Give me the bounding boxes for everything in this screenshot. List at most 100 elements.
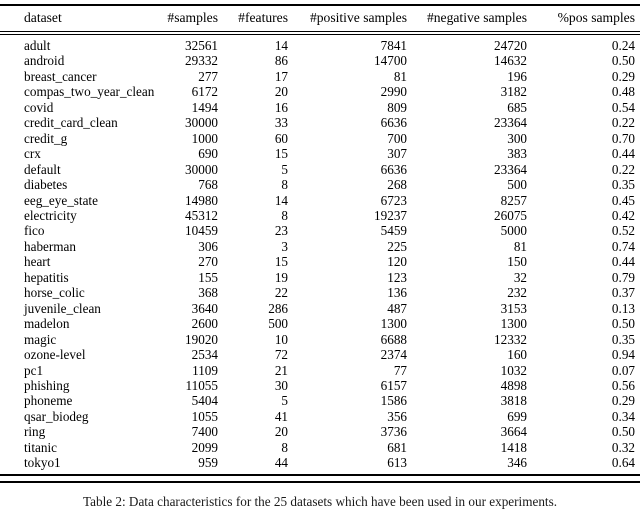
table-bottom-rule (0, 480, 640, 483)
dataset-characteristics-table: dataset #samples #features #positive sam… (0, 4, 640, 476)
features-cell: 8 (281, 177, 288, 193)
dataset-name-cell: eeg_eye_state (24, 192, 98, 208)
negative-samples-cell: 32 (513, 269, 527, 285)
positive-samples-cell: 1300 (380, 316, 407, 332)
dataset-name-cell: pc1 (24, 362, 44, 378)
negative-samples-cell: 699 (507, 408, 527, 424)
features-cell: 286 (268, 300, 288, 316)
samples-cell: 368 (198, 285, 218, 301)
dataset-name-cell: heart (24, 254, 51, 270)
samples-cell: 2099 (191, 439, 218, 455)
samples-cell: 11055 (185, 377, 218, 393)
dataset-name-cell: android (24, 53, 65, 69)
positive-samples-cell: 77 (393, 362, 407, 378)
positive-samples-cell: 487 (387, 300, 407, 316)
header-negative-samples: #negative samples (407, 5, 527, 35)
table-body: adult 32561 14 7841 24720 0.24 android 29332 86 1… (0, 33, 640, 475)
pos-ratio-cell: 0.29 (611, 393, 635, 409)
dataset-name-cell: phishing (24, 377, 70, 393)
pos-ratio-cell: 0.64 (611, 455, 635, 471)
table-row: default 30000 5 6636 23364 0.22 (0, 162, 640, 177)
pos-ratio-cell: 0.13 (611, 300, 635, 316)
features-cell: 5 (281, 161, 288, 177)
dataset-name-cell: compas_two_year_clean (24, 84, 155, 100)
table-row: heart 270 15 120 150 0.44 (0, 254, 640, 269)
pos-ratio-cell: 0.44 (611, 254, 635, 270)
features-cell: 8 (281, 207, 288, 223)
samples-cell: 30000 (185, 161, 218, 177)
dataset-name-cell: adult (24, 38, 51, 53)
samples-cell: 306 (198, 238, 218, 254)
dataset-name-cell: credit_card_clean (24, 115, 118, 131)
positive-samples-cell: 120 (387, 254, 407, 270)
dataset-name-cell: ozone-level (24, 347, 86, 363)
positive-samples-cell: 19237 (374, 207, 407, 223)
dataset-name-cell: ring (24, 424, 46, 440)
features-cell: 44 (274, 455, 288, 471)
samples-cell: 5404 (191, 393, 218, 409)
positive-samples-cell: 6688 (380, 331, 407, 347)
negative-samples-cell: 23364 (494, 115, 527, 131)
negative-samples-cell: 24720 (494, 38, 527, 53)
table-row: hepatitis 155 19 123 32 0.79 (0, 270, 640, 285)
table-row: credit_g 1000 60 700 300 0.70 (0, 131, 640, 146)
features-cell: 19 (274, 269, 288, 285)
negative-samples-cell: 300 (507, 130, 527, 146)
table-row: juvenile_clean 3640 286 487 3153 0.13 (0, 301, 640, 316)
samples-cell: 1109 (192, 362, 218, 378)
positive-samples-cell: 2374 (380, 347, 407, 363)
features-cell: 41 (274, 408, 288, 424)
pos-ratio-cell: 0.35 (611, 331, 635, 347)
samples-cell: 6172 (191, 84, 218, 100)
pos-ratio-cell: 0.22 (611, 115, 635, 131)
table-row: madelon 2600 500 1300 1300 0.50 (0, 316, 640, 331)
positive-samples-cell: 681 (387, 439, 407, 455)
negative-samples-cell: 346 (507, 455, 527, 471)
positive-samples-cell: 356 (387, 408, 407, 424)
positive-samples-cell: 307 (387, 146, 407, 162)
table-row: horse_colic 368 22 136 232 0.37 (0, 285, 640, 300)
positive-samples-cell: 6157 (380, 377, 407, 393)
samples-cell: 277 (198, 68, 218, 84)
negative-samples-cell: 150 (507, 254, 527, 270)
features-cell: 15 (274, 254, 288, 270)
dataset-name-cell: titanic (24, 439, 57, 455)
dataset-name-cell: tokyo1 (24, 455, 61, 471)
positive-samples-cell: 6723 (380, 192, 407, 208)
dataset-name-cell: credit_g (24, 130, 68, 146)
table-row: phoneme 5404 5 1586 3818 0.29 (0, 393, 640, 408)
features-cell: 8 (281, 439, 288, 455)
dataset-name-cell: crx (24, 146, 41, 162)
header-features: #features (218, 5, 288, 35)
pos-ratio-cell: 0.54 (611, 99, 635, 115)
table-row: adult 32561 14 7841 24720 0.24 (0, 33, 640, 53)
negative-samples-cell: 26075 (494, 207, 527, 223)
table-row: eeg_eye_state 14980 14 6723 8257 0.45 (0, 193, 640, 208)
pos-ratio-cell: 0.45 (611, 192, 635, 208)
features-cell: 14 (274, 38, 288, 53)
header-positive-samples: #positive samples (288, 5, 407, 35)
features-cell: 17 (274, 68, 288, 84)
table-row: diabetes 768 8 268 500 0.35 (0, 177, 640, 192)
samples-cell: 10459 (185, 223, 218, 239)
pos-ratio-cell: 0.56 (611, 377, 635, 393)
pos-ratio-cell: 0.48 (611, 84, 635, 100)
table-row: android 29332 86 14700 14632 0.50 (0, 53, 640, 68)
features-cell: 20 (274, 84, 288, 100)
samples-cell: 14980 (185, 192, 218, 208)
samples-cell: 155 (198, 269, 218, 285)
table-header: dataset #samples #features #positive sam… (0, 5, 640, 35)
negative-samples-cell: 12332 (494, 331, 527, 347)
table-row: phishing 11055 30 6157 4898 0.56 (0, 378, 640, 393)
pos-ratio-cell: 0.24 (611, 38, 635, 53)
samples-cell: 1055 (191, 408, 218, 424)
table-row: fico 10459 23 5459 5000 0.52 (0, 223, 640, 238)
table-row: credit_card_clean 30000 33 6636 23364 0.22 (0, 115, 640, 130)
negative-samples-cell: 3664 (500, 424, 527, 440)
features-cell: 3 (281, 238, 288, 254)
table-row: haberman 306 3 225 81 0.74 (0, 239, 640, 254)
dataset-name-cell: phoneme (24, 393, 73, 409)
table-row: covid 1494 16 809 685 0.54 (0, 100, 640, 115)
samples-cell: 690 (198, 146, 218, 162)
pos-ratio-cell: 0.32 (611, 439, 635, 455)
